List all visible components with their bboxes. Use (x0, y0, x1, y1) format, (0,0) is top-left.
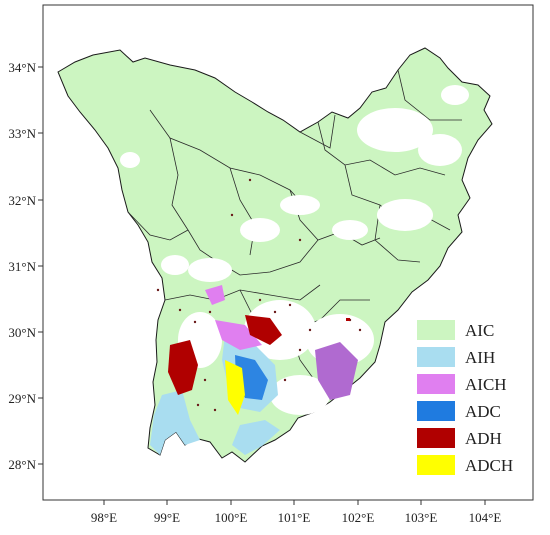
y-tick-label: 28°N (8, 457, 36, 472)
legend-label-aih: AIH (465, 348, 495, 367)
y-tick-label: 31°N (8, 259, 36, 274)
unclassified-patches (120, 85, 469, 415)
legend-label-adc: ADC (465, 402, 501, 421)
speckles (156, 178, 362, 412)
internal-boundaries (127, 69, 462, 386)
x-tick-label: 102°E (342, 510, 375, 525)
legend-label-aich: AICH (465, 375, 507, 394)
adh-fleck (346, 318, 350, 321)
aich-zone-north (205, 285, 225, 305)
y-tick-label: 29°N (8, 391, 36, 406)
study-region (57, 47, 493, 463)
legend-label-aic: AIC (465, 321, 494, 340)
aih-zone-east (232, 420, 280, 455)
adh-zone-west (168, 340, 198, 395)
x-tick-label: 99°E (154, 510, 180, 525)
aich-zone-center (215, 320, 262, 350)
legend-swatch-aich (417, 374, 455, 394)
aich-zone-east (315, 342, 358, 400)
legend-swatch-aic (417, 320, 455, 340)
x-tick-label: 104°E (469, 510, 502, 525)
y-tick-label: 34°N (8, 60, 36, 75)
x-tick-label: 100°E (215, 510, 248, 525)
x-tick-label: 98°E (91, 510, 117, 525)
map-frame (42, 4, 534, 501)
y-axis: 34°N 33°N 32°N 31°N 30°N 29°N 28°N (8, 60, 43, 472)
y-tick-label: 33°N (8, 126, 36, 141)
legend-swatch-aih (417, 347, 455, 367)
x-axis: 98°E 99°E 100°E 101°E 102°E 103°E 104°E (91, 500, 501, 525)
legend: AIC AIH AICH ADC ADH ADCH (417, 320, 513, 475)
legend-swatch-adch (417, 455, 455, 475)
adch-zone (225, 360, 245, 415)
adh-zone-center (245, 315, 282, 345)
class-overlays (150, 285, 358, 455)
legend-swatch-adc (417, 401, 455, 421)
y-tick-label: 30°N (8, 325, 36, 340)
legend-label-adch: ADCH (465, 456, 513, 475)
legend-swatch-adh (417, 428, 455, 448)
legend-label-adh: ADH (465, 429, 502, 448)
x-tick-label: 101°E (278, 510, 311, 525)
x-tick-label: 103°E (405, 510, 438, 525)
y-tick-label: 32°N (8, 193, 36, 208)
aih-zone-south (150, 390, 200, 455)
